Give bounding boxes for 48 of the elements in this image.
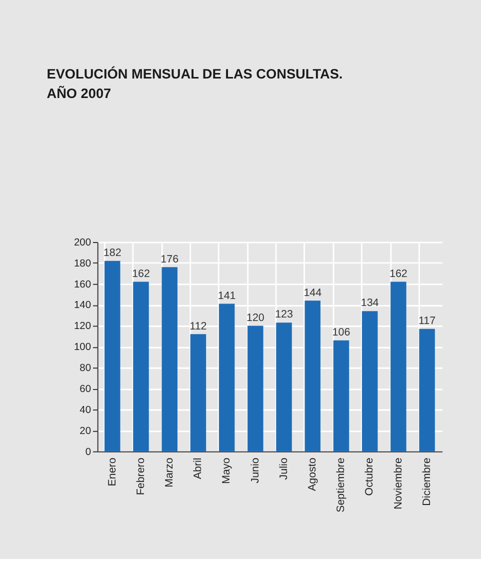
x-tick-label: Mayo — [220, 458, 233, 484]
data-label: 141 — [218, 290, 236, 302]
x-tick-label: Febrero — [134, 458, 147, 496]
bar — [276, 322, 292, 452]
data-label: 144 — [304, 286, 322, 299]
y-tick-label: 100 — [74, 342, 92, 354]
bar — [419, 328, 435, 452]
y-tick-label: 20 — [80, 426, 92, 437]
bar — [333, 340, 350, 452]
data-label: 120 — [246, 312, 264, 324]
y-tick-label: 40 — [80, 404, 92, 416]
x-tick-label: Septiembre — [335, 458, 348, 512]
bar — [248, 326, 264, 452]
x-tick-label: Noviembre — [392, 458, 404, 510]
y-tick-label: 80 — [80, 363, 92, 374]
data-label: 162 — [132, 268, 150, 280]
x-tick-label: Enero — [106, 458, 118, 486]
x-tick-label: Julio — [278, 458, 290, 480]
y-tick-label: 60 — [80, 384, 92, 395]
bar — [304, 300, 320, 452]
data-label: 134 — [360, 297, 379, 310]
data-label: 162 — [390, 268, 408, 280]
data-label: 117 — [418, 315, 436, 328]
x-tick-label: Diciembre — [420, 458, 433, 506]
y-tick-label: 200 — [74, 237, 92, 248]
x-tick-label: Junio — [249, 458, 262, 484]
y-tick-label: 160 — [74, 279, 92, 290]
y-tick-label: 120 — [74, 321, 92, 332]
bar — [133, 282, 149, 452]
bar — [390, 282, 406, 452]
bar — [104, 260, 120, 452]
data-label: 182 — [103, 246, 122, 259]
bar — [162, 267, 178, 452]
bar — [218, 304, 235, 452]
bar — [362, 311, 378, 452]
y-tick-label: 180 — [74, 258, 92, 270]
x-tick-label: Octubre — [364, 458, 376, 496]
chart-title: EVOLUCIÓN MENSUAL DE LAS CONSULTAS. AÑO 2007 — [46, 65, 343, 101]
bar — [190, 334, 206, 452]
x-tick-label: Marzo — [164, 458, 176, 488]
data-label: 106 — [332, 326, 350, 339]
data-label: 176 — [160, 253, 179, 266]
x-tick-label: Agosto — [306, 458, 319, 492]
x-tick-label: Abril — [192, 458, 204, 480]
y-tick-label: 0 — [85, 446, 92, 458]
y-tick-label: 140 — [74, 300, 92, 312]
data-label: 123 — [275, 308, 293, 321]
data-label: 112 — [190, 320, 207, 332]
